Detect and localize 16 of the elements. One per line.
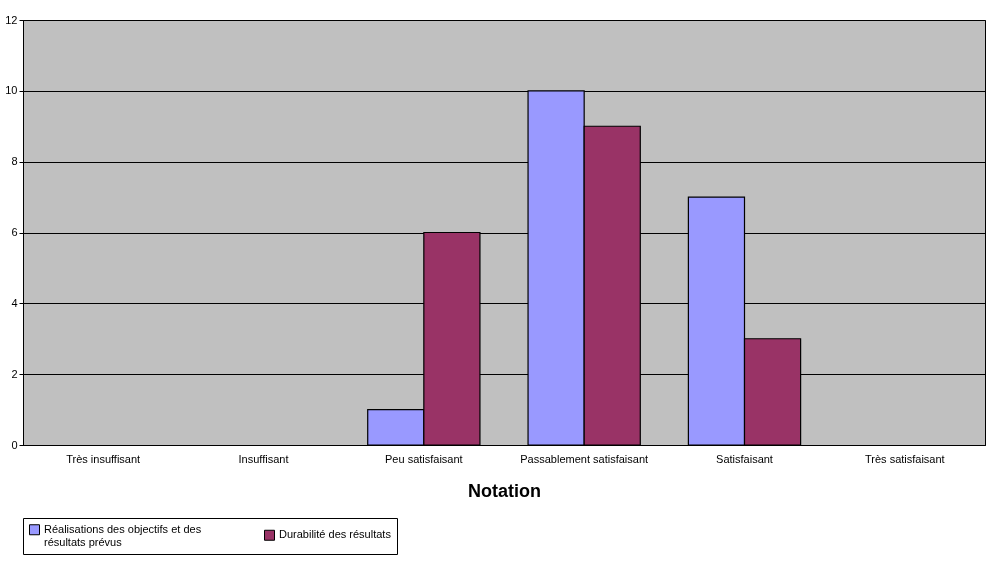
y-tick-label: 2 xyxy=(11,367,18,380)
y-tick-label: 4 xyxy=(11,296,18,309)
y-tick-label: 0 xyxy=(11,438,18,451)
x-tick-label: Satisfaisant xyxy=(716,452,773,465)
x-tick-label: Très satisfaisant xyxy=(864,452,945,465)
y-tick-label: 10 xyxy=(5,84,18,97)
x-tick-label: Passablement satisfaisant xyxy=(520,452,649,465)
x-tick-label: Très insuffisant xyxy=(66,452,141,465)
legend-label: Durabilité des résultats xyxy=(279,528,392,541)
x-tick-label: Peu satisfaisant xyxy=(385,452,463,465)
y-tick-label: 12 xyxy=(5,13,18,26)
y-tick-label: 6 xyxy=(11,226,18,238)
legend-label: Réalisations des objectifs et des résultats prévus xyxy=(44,522,202,548)
y-tick-label: 8 xyxy=(11,155,18,168)
x-tick-label: Insuffisant xyxy=(238,452,289,465)
x-axis-title: Notation xyxy=(468,480,541,501)
